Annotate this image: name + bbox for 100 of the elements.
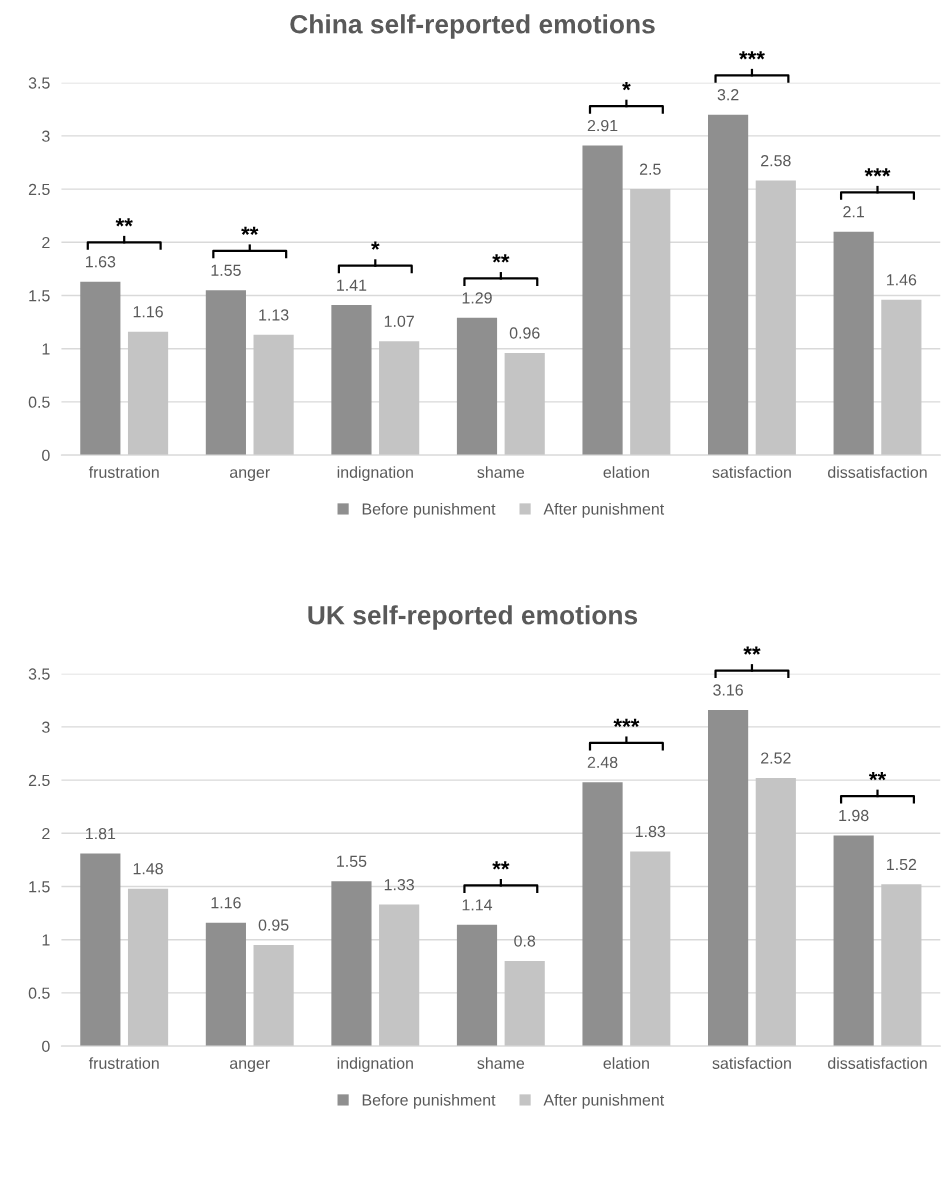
data-label: 2.52: [761, 752, 791, 764]
y-tick-label: 2: [42, 827, 50, 840]
annotation: *: [371, 241, 380, 250]
bar: [630, 851, 671, 1047]
bar: [127, 888, 169, 1047]
bar: [331, 305, 372, 456]
legend-label: Before punishment: [362, 1093, 496, 1109]
legend-label: Before punishment: [362, 502, 496, 518]
y-tick-label: 2.5: [28, 774, 50, 787]
bar: [253, 945, 294, 1047]
bar: [379, 341, 420, 456]
bar: [881, 884, 922, 1047]
annotation: **: [868, 771, 887, 781]
data-label: 1.48: [133, 863, 163, 875]
annotation: **: [241, 226, 259, 235]
data-label: 1.33: [384, 879, 414, 891]
y-tick-label: 3: [42, 130, 50, 142]
x-tick-label: frustration: [88, 1057, 159, 1069]
y-tick-label: 0: [42, 1040, 50, 1053]
y-tick-label: 0.5: [28, 987, 50, 999]
bar: [708, 709, 749, 1047]
x-tick-label: satisfaction: [712, 466, 791, 478]
legend-label: After punishment: [543, 502, 665, 518]
data-label: 1.41: [337, 279, 367, 291]
chart-title: China self-reported emotions: [290, 14, 655, 39]
x-tick-label: shame: [477, 1057, 525, 1069]
bar: [205, 922, 246, 1047]
bar: [504, 352, 545, 456]
y-tick-label: 2.5: [28, 183, 50, 196]
bar: [504, 960, 545, 1047]
bar: [833, 835, 874, 1047]
text: **: [743, 646, 761, 655]
x-tick-label: shame: [477, 466, 525, 478]
bar: [331, 881, 372, 1047]
bar: [80, 853, 121, 1047]
data-label: 1.63: [86, 256, 116, 268]
data-label: 2.5: [639, 163, 661, 175]
data-label: 2.1: [843, 206, 864, 218]
text: ***: [739, 51, 765, 60]
data-label: 2.91: [587, 119, 618, 132]
data-label: 1.98: [839, 809, 869, 822]
data-label: 0.96: [509, 327, 540, 339]
bar: [456, 317, 498, 456]
data-label: 1.81: [86, 827, 116, 840]
legend-label: After punishment: [543, 1093, 665, 1109]
x-tick-label: dissatisfaction: [828, 1057, 927, 1069]
y-tick-label: 1: [42, 343, 50, 355]
data-label: 1.55: [211, 264, 241, 276]
annotation: *: [622, 81, 631, 91]
data-label: 3.16: [713, 684, 743, 696]
bar: [755, 180, 796, 456]
y-tick-label: 3.5: [28, 668, 50, 680]
bar: [582, 145, 623, 456]
annotation: **: [492, 861, 510, 870]
y-tick-label: 1.5: [29, 881, 50, 893]
data-label: 2.58: [761, 155, 791, 167]
y-tick-label: 0: [42, 449, 50, 462]
y-tick-label: 2: [42, 236, 50, 249]
bar: [755, 777, 796, 1047]
x-tick-label: anger: [230, 469, 270, 482]
bar: [205, 290, 246, 456]
y-tick-label: 3.5: [28, 77, 50, 89]
data-label: 0.95: [258, 919, 289, 931]
bar: [708, 114, 749, 456]
data-label: 1.29: [462, 292, 492, 304]
bar: [881, 299, 922, 456]
bar: [456, 924, 498, 1047]
data-label: 1.07: [384, 315, 414, 327]
data-label: 1.55: [337, 855, 367, 867]
x-tick-label: elation: [603, 1057, 649, 1069]
bar: [582, 782, 623, 1047]
y-tick-label: 0.5: [28, 396, 50, 408]
x-tick-label: frustration: [88, 466, 159, 478]
data-label: 1.13: [259, 309, 289, 321]
y-tick-label: 3: [42, 721, 50, 733]
bar: [127, 331, 169, 456]
bar: [630, 189, 671, 456]
data-label: 1.14: [462, 899, 493, 911]
chart-title: UK self-reported emotions: [308, 605, 638, 630]
data-label: 1.46: [887, 274, 917, 286]
bar: [379, 904, 420, 1047]
x-tick-label: indignation: [337, 1057, 413, 1073]
annotation: **: [492, 254, 510, 263]
data-label: 0.8: [514, 935, 536, 947]
bar: [80, 281, 121, 456]
data-label: 1.16: [133, 306, 163, 318]
y-tick-label: 1.5: [29, 290, 50, 302]
x-tick-label: anger: [230, 1060, 270, 1073]
data-label: 3.2: [717, 89, 739, 101]
annotation: **: [115, 218, 133, 227]
y-tick-label: 1: [42, 934, 50, 946]
data-label: 1.52: [887, 858, 917, 871]
data-label: 1.83: [635, 825, 666, 838]
bar: [253, 334, 294, 456]
annotation: ***: [864, 168, 891, 177]
data-label: 2.48: [587, 756, 618, 768]
bar: [833, 231, 874, 456]
x-tick-label: elation: [603, 466, 649, 478]
data-label: 1.16: [211, 897, 241, 909]
x-tick-label: dissatisfaction: [828, 466, 927, 478]
